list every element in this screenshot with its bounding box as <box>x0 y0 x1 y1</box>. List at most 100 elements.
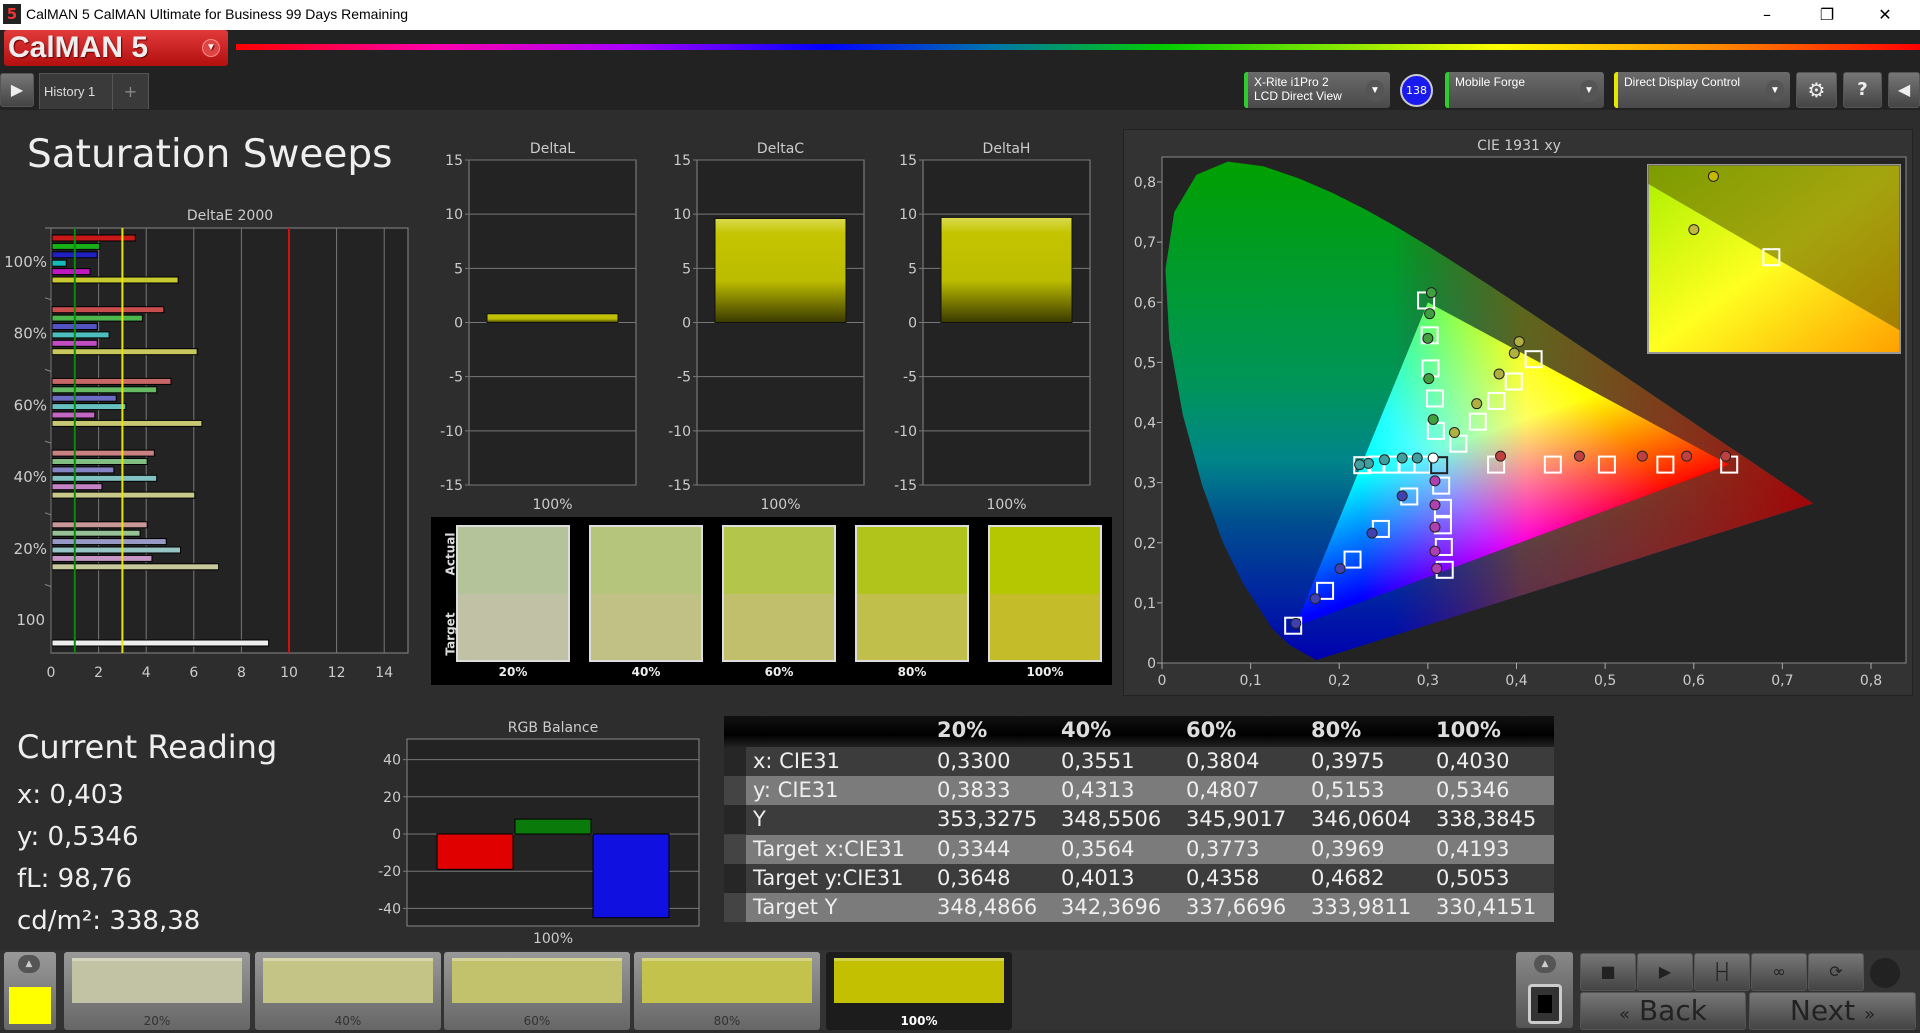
reading-count-badge[interactable]: 138 <box>1400 74 1433 107</box>
target-swatch <box>722 594 836 662</box>
table-cell: 348,5506 <box>1061 807 1162 832</box>
delta-bar <box>940 216 1073 323</box>
y-tick-label: 0,4 <box>1134 416 1156 432</box>
gear-icon[interactable]: ⚙ <box>1796 72 1837 108</box>
tab-history-1[interactable]: History 1 + <box>39 73 149 110</box>
actual-point-cyan <box>1378 454 1390 466</box>
y-tick-label: -5 <box>677 370 691 386</box>
expand-up-icon[interactable]: ▲ <box>1534 955 1556 973</box>
deltae-bar-white <box>51 639 270 647</box>
actual-swatch <box>855 525 969 594</box>
y-tick <box>44 584 52 587</box>
display-selector[interactable]: Direct Display Control ▼ <box>1614 72 1790 108</box>
display-name: Direct Display Control <box>1624 75 1741 89</box>
gamut-gradient <box>1294 302 1730 627</box>
actual-point-cyan <box>1354 459 1366 471</box>
chevron-down-icon: ▼ <box>1366 80 1384 102</box>
continuous-icon[interactable]: ∞ <box>1751 953 1807 991</box>
calman-logo-menu[interactable]: CalMAN 5 ▼ <box>4 30 228 66</box>
y-tick <box>44 440 52 444</box>
rgb-bar-b <box>592 833 670 919</box>
sweep-point-swatch <box>72 958 242 1003</box>
next-button[interactable]: Next » <box>1749 992 1916 1030</box>
minimize-button[interactable]: – <box>1763 5 1771 24</box>
y-tick-label: -15 <box>668 478 691 494</box>
table-cell: 0,3969 <box>1311 836 1385 861</box>
play-icon[interactable]: ▶ <box>1637 953 1693 991</box>
row-label: Target Y <box>753 894 838 919</box>
page-title: Saturation Sweeps <box>27 132 393 177</box>
actual-point-cyan <box>1396 452 1408 464</box>
sweep-point-60[interactable]: 60% <box>444 952 630 1030</box>
deltae-bar <box>51 554 153 562</box>
sweep-point-label: 40% <box>334 1014 362 1028</box>
meter-selector[interactable]: X-Rite i1Pro 2 LCD Direct View ▼ <box>1244 72 1390 108</box>
sweep-point-swatch <box>263 958 433 1003</box>
y-tick-label: 10 <box>673 207 691 223</box>
actual-point-red <box>1681 450 1693 462</box>
x-tick-label: 6 <box>189 665 198 681</box>
y-tick-label: 15 <box>673 153 691 169</box>
row-label: Target y:CIE31 <box>753 865 904 890</box>
actual-point-green <box>1424 308 1436 320</box>
group-label: 40% <box>14 468 47 486</box>
y-tick-label: 15 <box>445 153 463 169</box>
table-cell: 330,4151 <box>1436 894 1537 919</box>
delta-chart-title: DeltaC <box>757 141 804 157</box>
add-tab-button[interactable]: + <box>112 74 148 110</box>
sweep-point-80[interactable]: 80% <box>634 952 820 1030</box>
source-selector[interactable]: Mobile Forge ▼ <box>1445 72 1604 108</box>
x-tick-label: 8 <box>237 665 246 681</box>
status-indicator <box>1870 958 1900 988</box>
target-marker-green <box>1425 389 1444 408</box>
deltae-bar <box>51 538 167 546</box>
cie-chart: 0 0,1 0,2 0,3 0,4 0,5 0,6 0,7 0,8 0 0,1 0,2 0,3 0,4 0,… <box>1134 156 1907 689</box>
target-marker-white <box>1430 456 1449 475</box>
reading-y: y: 0,5346 <box>17 822 139 852</box>
close-button[interactable]: ✕ <box>1878 5 1892 24</box>
actual-point-blue <box>1334 563 1346 575</box>
back-button[interactable]: « Back <box>1580 992 1746 1030</box>
target-marker-red <box>1656 455 1675 474</box>
table-cell: 353,3275 <box>937 807 1038 832</box>
table-cell: 0,4013 <box>1061 865 1135 890</box>
cie-title: CIE 1931 xy <box>1477 138 1561 154</box>
y-tick-label: 5 <box>908 261 917 277</box>
sweep-point-20[interactable]: 20% <box>64 952 250 1030</box>
stop-measure-button[interactable] <box>1528 984 1562 1024</box>
play-icon[interactable]: ▶ <box>0 73 34 107</box>
deltae-bar <box>51 268 91 276</box>
swatch-label: 100% <box>1026 665 1064 679</box>
category-label: 100% <box>760 497 800 513</box>
refresh-icon[interactable]: ⟳ <box>1808 953 1864 991</box>
table-row: Target x:CIE31 0,3344 0,3564 0,3773 0,3969 0,… <box>724 834 1554 864</box>
sweep-point-100[interactable]: 100% <box>826 952 1012 1030</box>
current-color-panel[interactable]: ▲ <box>4 952 56 1030</box>
back-label: Back <box>1638 994 1707 1027</box>
actual-swatch <box>722 525 836 594</box>
sweep-point-swatch <box>834 958 1004 1003</box>
y-tick-label: 0,7 <box>1134 235 1156 251</box>
table-cell: 0,4682 <box>1311 865 1385 890</box>
target-marker-blue <box>1316 581 1335 600</box>
target-swatch <box>456 594 570 662</box>
table-cell: 0,3300 <box>937 749 1011 773</box>
deltae-bar <box>51 306 165 314</box>
table-cell: 0,3344 <box>937 836 1011 861</box>
actual-point-yellow <box>1471 398 1483 410</box>
actual-point-blue <box>1290 617 1302 629</box>
help-icon[interactable]: ? <box>1843 72 1882 108</box>
actual-point-red <box>1720 450 1732 462</box>
actual-point-yellow <box>1513 336 1525 348</box>
expand-up-icon[interactable]: ▲ <box>18 955 40 973</box>
sweep-point-40[interactable]: 40% <box>255 952 441 1030</box>
stop-icon[interactable]: ■ <box>1580 953 1636 991</box>
maximize-button[interactable]: ❐ <box>1819 5 1835 24</box>
delta-chart-deltah: DeltaH 15 10 5 0 -5 -10 -15 100% <box>894 141 1091 513</box>
row-handle <box>724 805 746 835</box>
row-handle <box>724 892 746 922</box>
x-tick-label: 0,1 <box>1239 673 1261 689</box>
collapse-panel-icon[interactable]: ◀ <box>1888 72 1920 108</box>
actual-point-yellow <box>1508 347 1520 359</box>
measure-range-icon[interactable]: ├┤ <box>1694 953 1750 991</box>
